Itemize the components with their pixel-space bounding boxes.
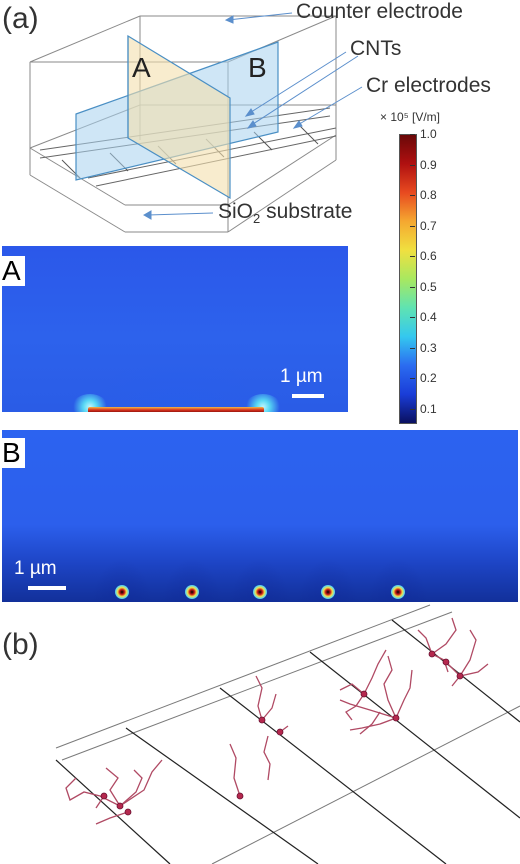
scale-bar-b [28,586,66,590]
colorbar-tick-mark [410,134,415,135]
colorbar-tick-mark [410,225,415,227]
substrate-main: SiO [218,200,254,223]
electrode-strip [88,407,264,412]
colorbar-tick-mark [410,195,415,196]
panel-b-label: (b) [2,628,39,661]
colorbar-tick-label: 1.0 [420,127,437,141]
colorbar-tick-label: 0.1 [420,401,437,416]
colorbar-tick-mark [410,286,415,288]
scale-bar-b-label: 1 µm [14,558,57,579]
colorbar-tick-mark [410,256,415,257]
colorbar-tick-label: 0.4 [420,310,437,324]
field-hotspot [321,585,335,599]
colorbar-tick-mark [410,378,415,379]
field-map-a-label: A [0,256,25,286]
field-hotspot [185,585,199,599]
cnt-network [55,604,520,864]
colorbar-tick-mark [410,317,415,318]
colorbar-title: × 10⁵ [V/m] [380,110,440,124]
colorbar-tick-label: 0.2 [420,371,437,385]
field-map-b-label: B [0,438,25,468]
substrate-sub: 2 [253,211,261,227]
colorbar-tick-label: 0.8 [420,188,437,202]
field-hotspot [115,585,129,599]
colorbar-tick-mark [410,164,415,166]
colorbar-tick-mark [410,408,415,410]
colorbar-tick-label: 0.7 [420,218,437,233]
field-map-b: 1 µm [2,430,518,602]
field-hotspot [253,585,267,599]
colorbar-tick-label: 0.5 [420,279,437,294]
colorbar [399,134,417,424]
callout-substrate: SiO2 substrate [218,200,352,226]
scale-bar-a [292,394,324,398]
callout-cnts: CNTs [350,37,402,60]
plane-a-letter: A [132,52,151,83]
field-hotspot [391,585,405,599]
field-map-a: 1 µm [2,246,348,412]
colorbar-ticks: 1.0 0.9 0.8 0.7 0.6 0.5 0.4 0.3 0.2 0.1 [410,127,476,422]
callout-cr-electrodes: Cr electrodes [366,74,491,97]
substrate-rest: substrate [260,200,353,223]
colorbar-tick-label: 0.6 [420,249,437,263]
plane-b-letter: B [248,52,267,83]
callout-counter-electrode: Counter electrode [296,0,463,23]
colorbar-tick-label: 0.3 [420,340,437,355]
scale-bar-a-label: 1 µm [280,366,323,387]
panel-a-label: (a) [2,2,39,35]
colorbar-tick-mark [410,347,415,349]
colorbar-tick-label: 0.9 [420,157,437,172]
device-schematic [29,12,363,233]
